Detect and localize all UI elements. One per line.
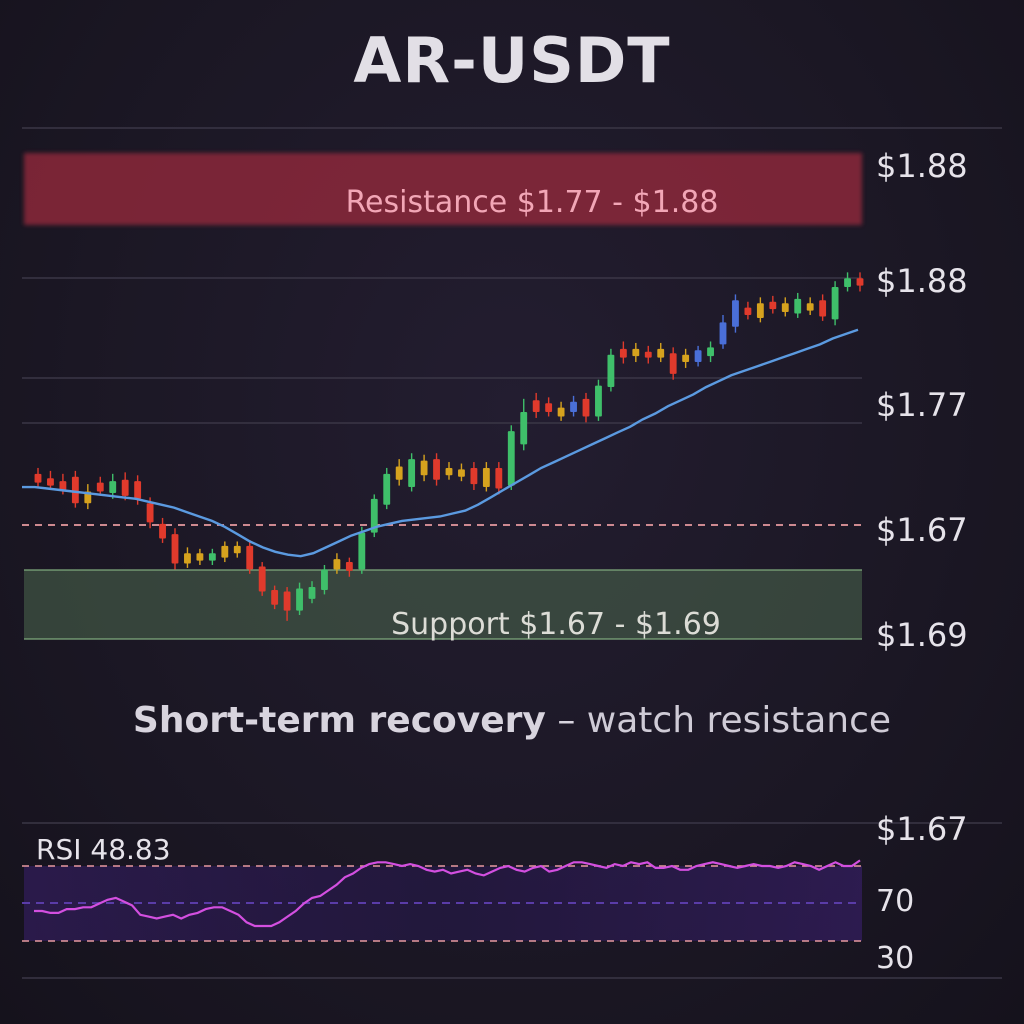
candle (121, 479, 129, 496)
candle (856, 278, 864, 286)
candle (732, 300, 739, 327)
subtitle-light: watch resistance (586, 700, 892, 741)
candle (669, 353, 677, 374)
price-axis: $1.88 $1.88 $1.77 $1.67 $1.69 (876, 147, 968, 654)
candle (383, 473, 391, 505)
candle (806, 303, 814, 311)
candle (545, 403, 553, 413)
rsi-value-label: RSI 48.83 (36, 833, 171, 866)
resistance-zone: Resistance $1.77 - $1.88 (24, 153, 862, 225)
candle (458, 469, 465, 477)
candle (470, 467, 478, 485)
candle (159, 523, 166, 539)
candle (420, 460, 428, 476)
candle (707, 347, 714, 357)
grid-lines (22, 127, 1002, 979)
rsi-line (34, 859, 861, 928)
resistance-zone-label: Resistance $1.77 - $1.88 (346, 185, 719, 220)
candle (395, 466, 403, 480)
candle (520, 412, 528, 445)
candle (271, 590, 279, 605)
price-axis-label: $1.67 (876, 511, 968, 549)
candle (844, 278, 851, 288)
candle (171, 534, 179, 564)
candle (445, 467, 453, 476)
support-zone: Support $1.67 - $1.69 (24, 569, 862, 642)
candle (184, 553, 191, 564)
candle (134, 481, 142, 499)
price-axis-label: $1.69 (876, 616, 968, 654)
support-zone-band (24, 570, 862, 639)
candle (433, 459, 440, 480)
candle (495, 467, 503, 489)
candle (321, 569, 328, 590)
candle (482, 467, 490, 488)
candle (557, 407, 565, 417)
rsi-axis-label: 30 (876, 941, 914, 976)
rsi-axis-label: $1.67 (876, 810, 968, 848)
candle (682, 354, 690, 363)
candle (370, 498, 378, 533)
candle (408, 459, 416, 488)
candle (283, 591, 291, 611)
rsi-axis-label: 70 (876, 884, 914, 919)
candle (296, 588, 303, 611)
candle (570, 401, 577, 413)
candle (34, 473, 42, 483)
price-axis-label: $1.88 (876, 262, 968, 300)
candle (246, 545, 254, 570)
candle (258, 566, 266, 592)
candle (819, 300, 827, 317)
candle (694, 350, 702, 363)
candle (96, 482, 104, 492)
candle (607, 354, 615, 388)
support-zone-label: Support $1.67 - $1.69 (391, 607, 721, 642)
candle (358, 532, 366, 570)
candle (781, 303, 789, 313)
candle (719, 322, 727, 345)
candle (71, 476, 79, 504)
candle (196, 553, 204, 561)
candle (345, 562, 353, 571)
price-axis-label: $1.88 (876, 147, 968, 185)
page-title: AR-USDT (353, 24, 671, 97)
candle (109, 481, 117, 493)
rsi-panel: RSI 48.83 $1.67 70 30 (22, 810, 968, 976)
candle (221, 545, 229, 558)
candle (308, 587, 316, 599)
candle (595, 385, 602, 417)
candle (507, 431, 515, 486)
candle (769, 301, 777, 310)
candle (657, 348, 665, 358)
candle (644, 351, 652, 358)
candle (532, 400, 540, 413)
candle (47, 478, 54, 486)
candle (794, 298, 802, 314)
subtitle-bold: Short-term recovery (132, 700, 546, 741)
chart-subtitle: Short-term recovery – watch resistance (0, 700, 1024, 741)
candle (233, 545, 241, 554)
resistance-zone-band (24, 153, 862, 225)
candle (582, 398, 590, 417)
candle (208, 553, 216, 561)
subtitle-separator: – (545, 700, 587, 741)
moving-average-line (22, 328, 859, 558)
candle (744, 307, 752, 315)
candle (146, 503, 154, 523)
candle (333, 559, 341, 570)
candlestick-series (34, 272, 864, 621)
candle (619, 348, 627, 358)
candle (59, 481, 67, 490)
candle (632, 348, 640, 357)
candle (831, 287, 839, 320)
price-axis-label: $1.77 (876, 386, 968, 424)
candle (756, 303, 764, 318)
